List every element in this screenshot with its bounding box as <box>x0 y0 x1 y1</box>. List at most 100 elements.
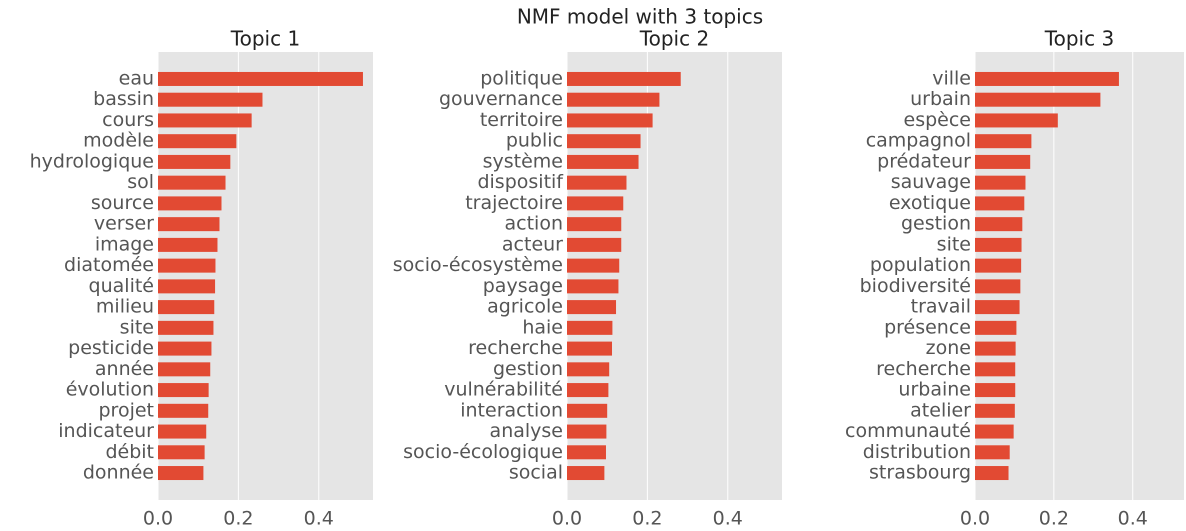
y-tick-label: gestion <box>493 358 563 380</box>
bar <box>567 237 622 252</box>
bar <box>567 445 606 460</box>
y-tick-label: donnée <box>83 462 154 484</box>
y-tick-label: qualité <box>89 275 154 297</box>
y-tick-label: sauvage <box>891 171 971 193</box>
y-tick-label: source <box>91 192 154 214</box>
bar <box>158 362 211 377</box>
bar <box>158 279 216 294</box>
y-tick-label: paysage <box>483 275 563 297</box>
y-tick-label: recherche <box>468 337 563 359</box>
y-tick-label: public <box>506 130 563 152</box>
y-tick-label: politique <box>480 67 563 89</box>
y-tick-label: verser <box>94 213 154 235</box>
bar <box>158 154 231 169</box>
y-tick-label: haie <box>522 316 563 338</box>
y-tick-label: évolution <box>66 379 154 401</box>
y-tick-label: image <box>95 233 154 255</box>
y-tick-label: projet <box>99 399 155 421</box>
bar <box>567 71 681 86</box>
bar <box>567 196 624 211</box>
y-tick-label: socio-écologique <box>403 441 563 463</box>
bar <box>158 424 207 439</box>
y-tick-label: recherche <box>876 358 971 380</box>
bar <box>567 217 622 232</box>
y-tick-label: interaction <box>460 399 563 421</box>
y-tick-label: prédateur <box>877 150 971 172</box>
y-tick-label: agricole <box>487 296 563 318</box>
bar <box>975 154 1031 169</box>
bar <box>567 113 653 128</box>
bar <box>975 424 1014 439</box>
y-tick-label: sol <box>127 171 154 193</box>
bar <box>158 92 263 107</box>
y-tick-label: pesticide <box>68 337 154 359</box>
x-tick-label: 0.2 <box>632 508 662 530</box>
bar <box>158 320 214 335</box>
y-tick-label: campagnol <box>866 130 971 152</box>
y-tick-label: action <box>505 213 563 235</box>
bar <box>567 383 609 398</box>
bar <box>975 341 1016 356</box>
x-tick-label: 0.4 <box>1118 508 1148 530</box>
x-tick-label: 0.2 <box>223 508 253 530</box>
bar <box>158 113 252 128</box>
bar <box>975 71 1119 86</box>
bar <box>158 445 205 460</box>
x-tick-label: 0.0 <box>552 508 582 530</box>
bar <box>158 237 218 252</box>
y-tick-label: exotique <box>889 192 971 214</box>
bar <box>158 71 363 86</box>
bar <box>567 175 627 190</box>
y-tick-label: urbain <box>910 88 971 110</box>
y-tick-label: atelier <box>910 399 971 421</box>
bar <box>975 92 1101 107</box>
y-tick-label: débit <box>105 441 154 463</box>
bar <box>158 175 226 190</box>
bar <box>975 237 1022 252</box>
bar <box>975 113 1058 128</box>
y-tick-label: hydrologique <box>30 150 154 172</box>
y-tick-label: trajectoire <box>465 192 563 214</box>
bar <box>975 217 1023 232</box>
bar <box>567 403 608 418</box>
bar <box>975 320 1017 335</box>
y-tick-label: socio-écosystème <box>393 254 563 276</box>
bar <box>158 217 220 232</box>
bar <box>975 175 1026 190</box>
y-tick-label: milieu <box>96 296 154 318</box>
figure-title: NMF model with 3 topics <box>517 5 763 29</box>
y-tick-label: gouvernance <box>439 88 563 110</box>
bar <box>567 362 610 377</box>
bar <box>975 445 1010 460</box>
y-tick-label: système <box>483 150 563 172</box>
y-tick-label: cours <box>102 109 154 131</box>
bar <box>158 403 209 418</box>
y-tick-label: social <box>509 462 563 484</box>
y-tick-label: distribution <box>863 441 971 463</box>
panel-title: Topic 3 <box>1044 27 1114 51</box>
y-tick-label: eau <box>119 67 154 89</box>
bar <box>975 300 1020 315</box>
bar <box>975 466 1009 481</box>
bar <box>975 403 1015 418</box>
bar <box>975 258 1022 273</box>
bar <box>567 92 660 107</box>
y-tick-label: espèce <box>904 109 971 131</box>
y-tick-label: zone <box>926 337 971 359</box>
y-tick-label: urbaine <box>898 379 971 401</box>
bar <box>158 258 216 273</box>
bar <box>158 300 215 315</box>
y-tick-label: biodiversité <box>860 275 971 297</box>
y-tick-label: présence <box>884 316 971 338</box>
y-tick-label: modèle <box>83 130 154 152</box>
y-tick-label: site <box>120 316 154 338</box>
bar <box>158 134 237 149</box>
y-tick-label: communauté <box>845 420 971 442</box>
y-tick-label: ville <box>932 67 971 89</box>
bar <box>158 341 212 356</box>
panel-title: Topic 2 <box>639 27 709 51</box>
bar <box>567 258 620 273</box>
bar <box>158 196 222 211</box>
bar <box>975 196 1025 211</box>
